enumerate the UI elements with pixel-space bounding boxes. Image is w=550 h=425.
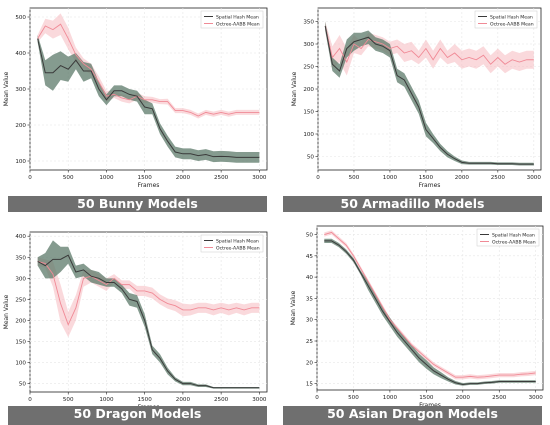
y-axis-label: Mean Value (3, 71, 10, 106)
y-tick-label: 40 (306, 275, 314, 281)
legend-box (200, 10, 264, 29)
y-tick-label: 500 (15, 15, 26, 21)
y-tick-label: 400 (15, 51, 26, 57)
x-tick-label: 1500 (419, 175, 434, 181)
x-tick-label: 3000 (529, 395, 544, 401)
legend-box (474, 10, 538, 29)
y-tick-label: 100 (15, 361, 26, 367)
y-tick-label: 200 (15, 123, 26, 129)
x-tick-label: 2500 (214, 397, 229, 403)
y-tick-label: 200 (303, 87, 314, 93)
x-tick-label: 1000 (383, 175, 398, 181)
y-tick-label: 35 (306, 296, 314, 302)
series-0-confidence-band (325, 21, 534, 166)
y-tick-label: 50 (307, 155, 315, 161)
legend-entry: Octree-AABB Mean (492, 239, 536, 245)
series-0-mean-line (324, 240, 536, 385)
x-tick-label: 500 (63, 175, 74, 181)
x-axis-label: Frames (138, 182, 160, 189)
legend-entry: Spatial Hash Mean (492, 232, 535, 238)
x-tick-label: 1000 (99, 175, 114, 181)
x-tick-label: 2000 (176, 175, 191, 181)
x-tick-label: 500 (349, 175, 360, 181)
x-tick-label: 1500 (138, 397, 153, 403)
y-tick-label: 150 (15, 339, 26, 345)
x-tick-label: 0 (315, 395, 319, 401)
x-tick-label: 2000 (455, 175, 470, 181)
legend-entry: Spatial Hash Mean (216, 238, 259, 244)
series-0-mean-line (324, 25, 534, 165)
y-axis-label: Mean Value (3, 294, 10, 329)
banner-dragon: 50 Dragon Models (8, 406, 267, 425)
legend-entry: Octree-AABB Mean (216, 21, 260, 27)
x-tick-label: 1000 (99, 397, 114, 403)
x-tick-label: 2000 (456, 395, 471, 401)
x-tick-label: 1000 (383, 395, 398, 401)
y-tick-label: 15 (306, 382, 314, 388)
x-tick-label: 500 (348, 395, 359, 401)
series-1-mean-line (324, 231, 536, 378)
x-tick-label: 3000 (527, 175, 542, 181)
series-0-mean-line (37, 254, 260, 389)
x-tick-label: 3000 (252, 175, 267, 181)
x-tick-label: 1500 (138, 175, 153, 181)
chart-panel-asian-dragon: 0 500 1000 1500 2000 2500 3000 15 20 25 30 35 40 45 50… (275, 212, 550, 425)
x-tick-label: 3000 (252, 397, 267, 403)
legend-box (476, 228, 540, 247)
chart-panel-bunny: 0 500 1000 1500 2000 2500 3000 100 200 300 400 500 F… (0, 0, 275, 212)
series-1-mean-line (324, 25, 534, 65)
legend-entry: Spatial Hash Mean (216, 14, 259, 20)
y-tick-label: 50 (19, 382, 27, 388)
legend-entry: Spatial Hash Mean (490, 14, 533, 20)
x-tick-label: 2500 (214, 175, 229, 181)
chart-panel-dragon: 0 500 1000 1500 2000 2500 3000 50 100 150 200 250 30… (0, 212, 275, 425)
x-axis-label: Frames (419, 182, 441, 189)
y-tick-label: 150 (303, 110, 314, 116)
y-tick-label: 250 (303, 65, 314, 71)
y-axis-label: Mean Value (290, 290, 297, 325)
legend-box (200, 234, 264, 253)
x-axis-label: Frames (419, 402, 441, 409)
y-tick-label: 25 (306, 339, 314, 345)
chart-svg: 0 500 1000 1500 2000 2500 3000 50 100 150 200 250 30… (291, 7, 542, 189)
y-tick-label: 350 (303, 20, 314, 26)
series-1-mean-line (37, 261, 260, 326)
x-tick-label: 1500 (419, 395, 434, 401)
y-tick-label: 350 (15, 255, 26, 261)
y-tick-label: 20 (306, 360, 314, 366)
chart-svg: 0 500 1000 1500 2000 2500 3000 50 100 150 200 250 30… (3, 231, 268, 411)
y-axis-label: Mean Value (291, 71, 298, 106)
chart-svg: 0 500 1000 1500 2000 2500 3000 15 20 25 30 35 40 45 50… (290, 225, 544, 409)
chart-svg: 0 500 1000 1500 2000 2500 3000 100 200 300 400 500 F… (3, 7, 268, 189)
x-tick-label: 2000 (176, 397, 191, 403)
y-tick-label: 30 (306, 318, 314, 324)
y-tick-label: 200 (15, 318, 26, 324)
x-tick-label: 0 (28, 397, 32, 403)
x-tick-label: 2500 (491, 175, 506, 181)
series-1-mean-line (37, 23, 260, 117)
x-tick-label: 2500 (492, 395, 507, 401)
y-tick-label: 45 (306, 254, 314, 260)
y-tick-label: 250 (15, 297, 26, 303)
series-1-confidence-band (325, 21, 534, 76)
x-tick-label: 500 (63, 397, 74, 403)
y-tick-label: 100 (15, 159, 26, 165)
y-tick-label: 300 (15, 276, 26, 282)
y-tick-label: 100 (303, 132, 314, 138)
x-tick-label: 0 (316, 175, 320, 181)
y-tick-label: 50 (306, 233, 314, 239)
chart-panel-armadillo: 0 500 1000 1500 2000 2500 3000 50 100 150 200 250 30… (275, 0, 550, 212)
x-tick-label: 0 (28, 175, 32, 181)
banner-armadillo: 50 Armadillo Models (283, 196, 542, 212)
banner-asian-dragon: 50 Asian Dragon Models (283, 406, 542, 425)
y-tick-label: 400 (15, 234, 26, 240)
y-tick-label: 300 (15, 87, 26, 93)
series-1-confidence-band (324, 230, 536, 380)
series-0-mean-line (37, 38, 260, 158)
legend-entry: Octree-AABB Mean (216, 245, 260, 251)
y-tick-label: 300 (303, 42, 314, 48)
banner-bunny: 50 Bunny Models (8, 196, 267, 212)
legend-entry: Octree-AABB Mean (490, 21, 534, 27)
